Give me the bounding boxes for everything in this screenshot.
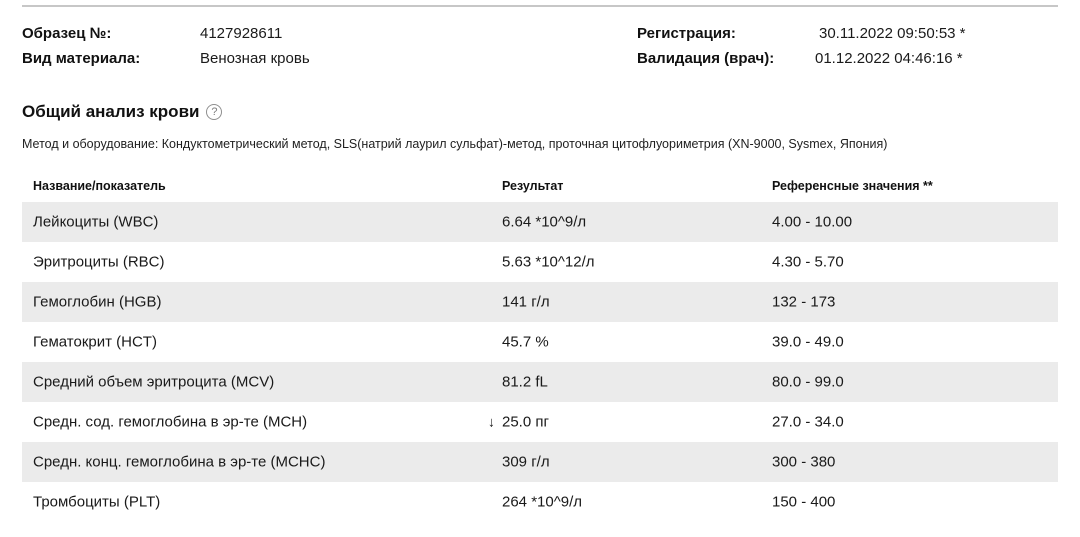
reference-range: 4.00 - 10.00 bbox=[772, 213, 853, 231]
validation-line: Валидация (врач): 01.12.2022 04:46:16 * bbox=[637, 50, 963, 67]
registration-line: Регистрация: 30.11.2022 09:50:53 * bbox=[637, 25, 966, 42]
help-icon[interactable]: ? bbox=[206, 104, 223, 120]
analyte-name: Лейкоциты (WBC) bbox=[33, 213, 159, 231]
reference-range: 4.30 - 5.70 bbox=[772, 253, 844, 271]
analyte-name: Средний объем эритроцита (MCV) bbox=[33, 373, 275, 391]
table-row: Лейкоциты (WBC) 6.64 *10^9/л 4.00 - 10.0… bbox=[22, 202, 1058, 242]
result-value: 264 *10^9/л bbox=[502, 494, 582, 511]
method-equipment-text: Метод и оборудование: Кондуктометрически… bbox=[22, 137, 888, 151]
table-row: Средний объем эритроцита (MCV) 81.2 fL 8… bbox=[22, 362, 1058, 402]
table-row: Тромбоциты (PLT) 264 *10^9/л 150 - 400 bbox=[22, 482, 1058, 522]
result-text: 5.63 *10^12/л bbox=[502, 253, 595, 271]
material-type-value: Венозная кровь bbox=[200, 50, 310, 67]
analyte-name: Эритроциты (RBC) bbox=[33, 253, 165, 271]
reference-range: 150 - 400 bbox=[772, 493, 836, 511]
reference-range: 27.0 - 34.0 bbox=[772, 413, 844, 431]
reference-range: 80.0 - 99.0 bbox=[772, 373, 844, 391]
result-text: 264 *10^9/л bbox=[502, 493, 583, 511]
reference-range: 300 - 380 bbox=[772, 453, 836, 471]
result-value: 141 г/л bbox=[502, 294, 550, 311]
reference-range: 132 - 173 bbox=[772, 293, 836, 311]
table-row: Эритроциты (RBC) 5.63 *10^12/л 4.30 - 5.… bbox=[22, 242, 1058, 282]
page-title: Общий анализ крови bbox=[22, 102, 200, 121]
result-text: 81.2 fL bbox=[502, 373, 548, 391]
low-flag-icon: ↓ bbox=[488, 413, 495, 430]
result-text: 6.64 *10^9/л bbox=[502, 213, 587, 231]
result-text: 25.0 пг bbox=[502, 413, 549, 431]
table-row: Гемоглобин (HGB) 141 г/л 132 - 173 bbox=[22, 282, 1058, 322]
result-text: 45.7 % bbox=[502, 333, 549, 351]
column-header-reference: Референсные значения ** bbox=[772, 179, 933, 193]
sample-number-line: Образец №: 4127928611 bbox=[22, 25, 282, 42]
validation-value: 01.12.2022 04:46:16 * bbox=[815, 50, 963, 67]
result-value: ↓ 25.0 пг bbox=[488, 413, 549, 431]
result-value: 5.63 *10^12/л bbox=[502, 254, 595, 271]
results-table: Лейкоциты (WBC) 6.64 *10^9/л 4.00 - 10.0… bbox=[22, 202, 1058, 522]
result-value: 81.2 fL bbox=[502, 374, 548, 391]
column-header-result: Результат bbox=[502, 179, 564, 193]
top-divider bbox=[22, 5, 1058, 7]
analyte-name: Гемоглобин (HGB) bbox=[33, 293, 162, 311]
analyte-name: Средн. конц. гемоглобина в эр-те (MCHC) bbox=[33, 453, 326, 471]
reference-range: 39.0 - 49.0 bbox=[772, 333, 844, 351]
table-row: Гематокрит (HCT) 45.7 % 39.0 - 49.0 bbox=[22, 322, 1058, 362]
result-value: 6.64 *10^9/л bbox=[502, 214, 586, 231]
section-title-row: Общий анализ крови ? bbox=[22, 102, 223, 122]
registration-label: Регистрация: bbox=[637, 25, 736, 42]
analyte-name: Гематокрит (HCT) bbox=[33, 333, 157, 351]
validation-label: Валидация (врач): bbox=[637, 50, 775, 67]
material-type-line: Вид материала: Венозная кровь bbox=[22, 50, 310, 67]
sample-number-label: Образец №: bbox=[22, 25, 112, 42]
table-row: Средн. конц. гемоглобина в эр-те (MCHC) … bbox=[22, 442, 1058, 482]
result-value: 45.7 % bbox=[502, 334, 549, 351]
analyte-name: Тромбоциты (PLT) bbox=[33, 493, 161, 511]
material-type-label: Вид материала: bbox=[22, 50, 141, 67]
result-value: 309 г/л bbox=[502, 454, 550, 471]
result-text: 309 г/л bbox=[502, 453, 550, 471]
sample-number-value: 4127928611 bbox=[200, 25, 283, 42]
registration-value: 30.11.2022 09:50:53 * bbox=[819, 25, 966, 42]
table-row: Средн. сод. гемоглобина в эр-те (MCH) ↓ 2… bbox=[22, 402, 1058, 442]
analyte-name: Средн. сод. гемоглобина в эр-те (MCH) bbox=[33, 413, 308, 431]
column-header-name: Название/показатель bbox=[33, 179, 166, 193]
result-text: 141 г/л bbox=[502, 293, 550, 311]
